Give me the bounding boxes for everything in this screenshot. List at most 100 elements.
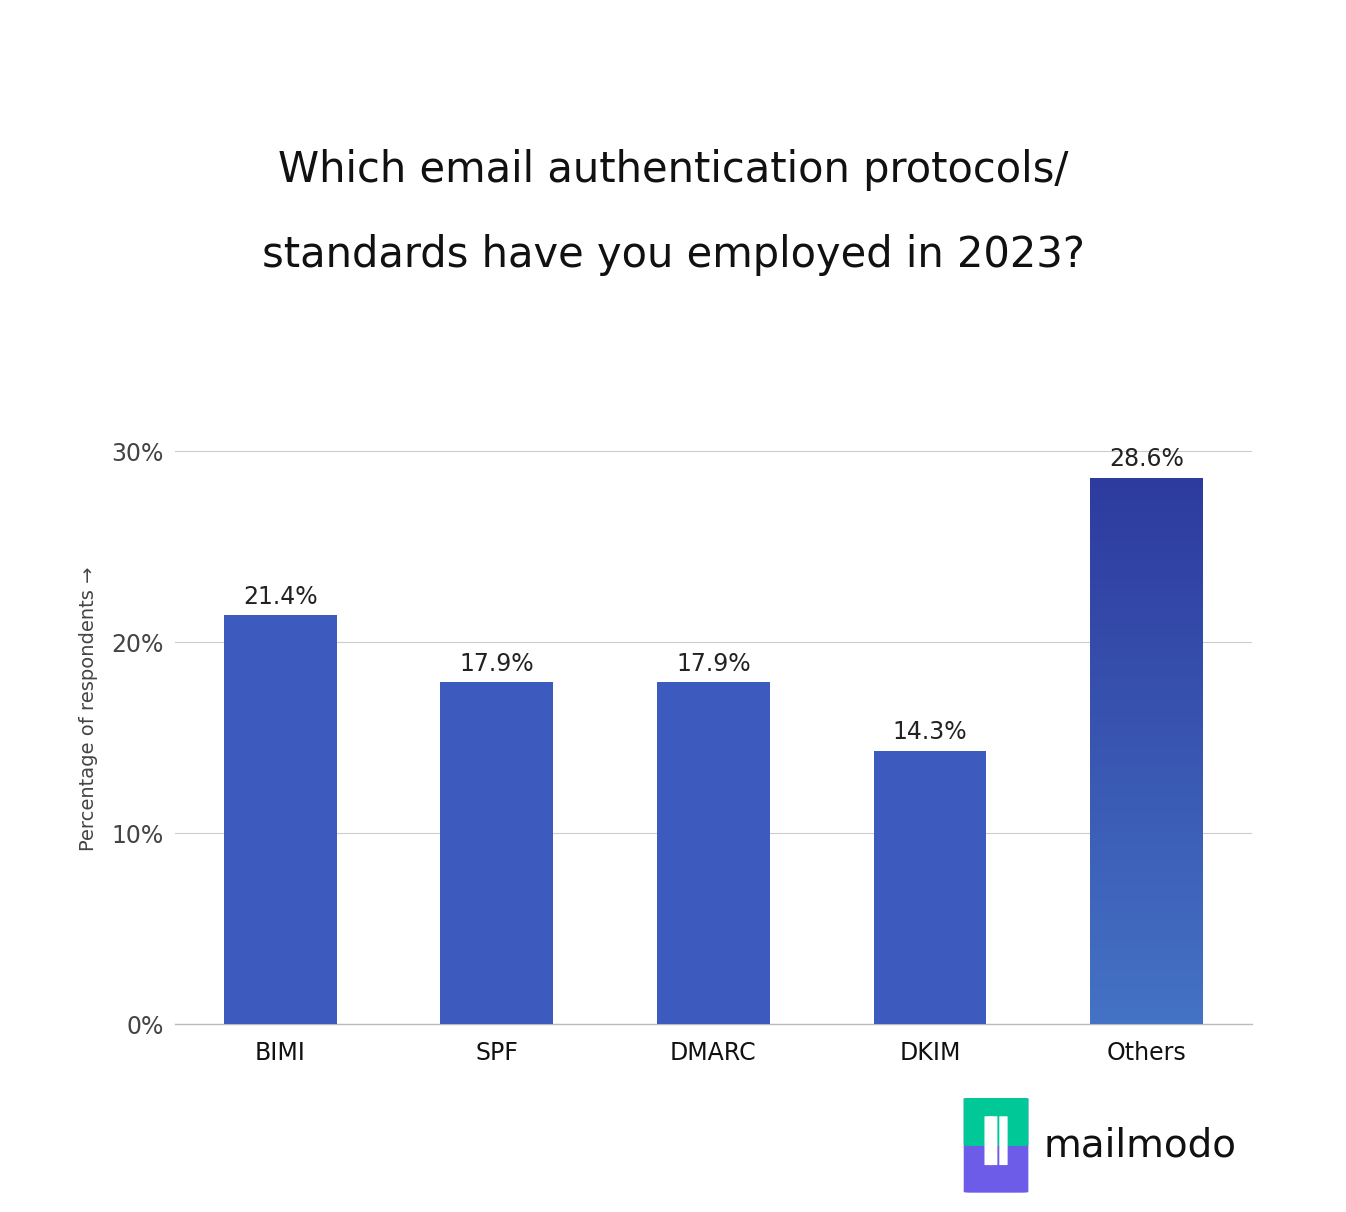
Text: mailmodo: mailmodo (1043, 1126, 1236, 1165)
Bar (1090, 984, 1203, 985)
Bar (1090, 605, 1203, 607)
Bar (1090, 755, 1203, 756)
Bar (1090, 813, 1203, 814)
Bar (1090, 948, 1203, 949)
Bar (1090, 498, 1203, 499)
Bar (1090, 594, 1203, 596)
Bar (1090, 868, 1203, 869)
Bar (1090, 985, 1203, 988)
Bar (1090, 915, 1203, 916)
Bar (1090, 751, 1203, 753)
Bar (1090, 788, 1203, 789)
Bar (1090, 554, 1203, 556)
Bar (1090, 513, 1203, 514)
Bar (1090, 671, 1203, 673)
Bar (1090, 618, 1203, 621)
Bar (1090, 679, 1203, 680)
FancyBboxPatch shape (989, 1116, 997, 1165)
Bar (1090, 901, 1203, 902)
Bar (1090, 644, 1203, 646)
Bar (1090, 981, 1203, 982)
Bar (1090, 496, 1203, 498)
Bar (1090, 938, 1203, 941)
Bar (1090, 926, 1203, 927)
Bar (1090, 738, 1203, 741)
Bar (1090, 492, 1203, 494)
Bar (1090, 931, 1203, 933)
Bar (1090, 720, 1203, 722)
Bar (1090, 753, 1203, 755)
Bar (1090, 974, 1203, 977)
Bar (1090, 614, 1203, 617)
Bar (1090, 556, 1203, 558)
Bar (1090, 924, 1203, 926)
Bar (1090, 956, 1203, 959)
Bar (1090, 583, 1203, 585)
Bar (1090, 1017, 1203, 1018)
Bar (1090, 576, 1203, 578)
Bar (1090, 521, 1203, 524)
Bar (1090, 745, 1203, 748)
Bar (1090, 669, 1203, 671)
Bar (1090, 612, 1203, 614)
Bar (1090, 1007, 1203, 1010)
Bar (1090, 1021, 1203, 1022)
Bar (874, 751, 987, 1024)
Bar (1090, 839, 1203, 840)
Bar (1090, 749, 1203, 751)
Bar (1090, 487, 1203, 488)
Bar (1090, 829, 1203, 831)
Bar (1090, 911, 1203, 913)
Bar (1090, 781, 1203, 782)
Bar (1090, 811, 1203, 813)
Bar (1090, 665, 1203, 668)
Bar (1090, 800, 1203, 802)
Bar (1090, 909, 1203, 911)
Bar (1090, 782, 1203, 784)
Bar (1090, 625, 1203, 628)
Bar (1090, 942, 1203, 944)
Bar (1090, 538, 1203, 539)
Bar (1090, 777, 1203, 778)
Bar (1090, 930, 1203, 931)
Bar (1090, 933, 1203, 934)
Bar (1090, 959, 1203, 960)
Bar (440, 682, 553, 1024)
Text: standards have you employed in 2023?: standards have you employed in 2023? (261, 234, 1085, 275)
Bar (1090, 919, 1203, 920)
Bar (1090, 485, 1203, 487)
Bar (1090, 898, 1203, 901)
Bar (1090, 633, 1203, 635)
Bar (1090, 784, 1203, 785)
Bar (1090, 1010, 1203, 1011)
Bar (1090, 862, 1203, 864)
Bar (1090, 611, 1203, 612)
Bar (1090, 697, 1203, 698)
Bar (1090, 934, 1203, 937)
Bar (1090, 478, 1203, 1024)
Bar (1090, 561, 1203, 564)
Bar (1090, 726, 1203, 727)
Bar (1090, 887, 1203, 890)
Bar (1090, 484, 1203, 485)
Bar (1090, 791, 1203, 793)
Bar (1090, 1022, 1203, 1024)
Bar (1090, 675, 1203, 676)
Y-axis label: Percentage of respondents →: Percentage of respondents → (78, 567, 98, 851)
Bar (1090, 582, 1203, 583)
Bar (1090, 833, 1203, 835)
Bar (1090, 1013, 1203, 1014)
Bar (1090, 944, 1203, 945)
Bar (1090, 532, 1203, 534)
Bar (1090, 770, 1203, 771)
Bar (1090, 999, 1203, 1000)
Bar (1090, 549, 1203, 550)
Bar (1090, 804, 1203, 806)
Bar (1090, 691, 1203, 693)
Text: 28.6%: 28.6% (1109, 447, 1184, 471)
Bar (1090, 876, 1203, 879)
Bar (1090, 502, 1203, 503)
Bar (1090, 514, 1203, 516)
Bar (1090, 970, 1203, 971)
Bar (1090, 767, 1203, 770)
